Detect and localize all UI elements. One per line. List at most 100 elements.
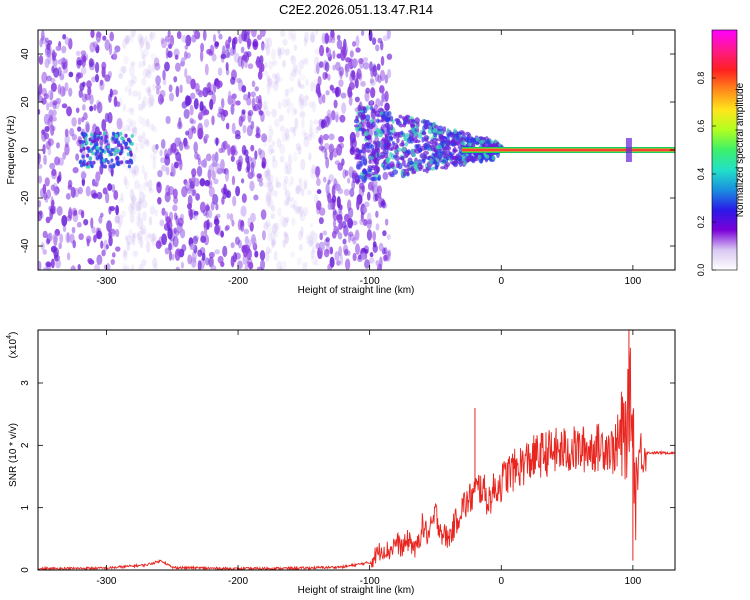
spectrogram-cell: [403, 119, 407, 125]
spectrogram-cell: [96, 101, 103, 114]
spectrogram-cell: [347, 207, 354, 219]
spectrogram-cell: [343, 224, 349, 237]
spectrogram-cell: [348, 166, 354, 179]
spectrogram-cell: [356, 178, 361, 183]
spectrogram-cell: [352, 220, 358, 226]
spectrogram-cell: [490, 139, 494, 144]
spectrogram-cell: [179, 213, 185, 221]
spectrogram-cell: [277, 47, 282, 56]
spectrogram-cell: [324, 149, 328, 160]
spectrogram-cell: [240, 178, 245, 184]
spectrogram-cell: [147, 96, 153, 108]
spectrogram-cell: [199, 50, 204, 62]
spectrogram-cell: [65, 193, 71, 200]
spectrogram-cell: [46, 102, 50, 111]
spectrogram-cell: [262, 135, 268, 148]
spectrogram-cell: [147, 64, 152, 75]
spectrogram-cell: [86, 80, 92, 89]
spectrogram-cell: [137, 217, 144, 230]
spectrogram-cell: [279, 143, 286, 155]
spectrogram-cell: [50, 196, 54, 208]
spectrogram-cell: [38, 260, 42, 270]
spectrogram-cell: [115, 134, 119, 139]
spectrogram-cell: [56, 142, 60, 149]
spectrogram-cell: [261, 230, 266, 241]
spectrogram-cell: [247, 109, 254, 117]
spectrogram-cell: [111, 136, 115, 141]
spectrogram-cell: [299, 84, 305, 90]
spectrogram-cell: [355, 115, 359, 121]
snr-y-label: SNR (10 * v/v): [8, 423, 19, 487]
spectrogram-cell: [118, 197, 125, 204]
spectrogram-cell: [127, 79, 132, 91]
spectrogram-cell: [203, 227, 208, 236]
spectrogram-cell: [164, 35, 170, 43]
spectrogram-cell: [144, 67, 150, 78]
spectrogram-cell: [123, 55, 129, 65]
y-tick-label: 0: [20, 147, 31, 153]
spectrogram-cell: [240, 220, 245, 227]
spectrogram-cell: [147, 87, 151, 97]
spectrogram-cell: [270, 148, 275, 154]
spectrogram-cell: [183, 140, 189, 149]
spectrogram-cell: [140, 77, 147, 86]
spectrogram-cell: [65, 232, 71, 244]
spectrogram-cell: [131, 120, 137, 128]
colorbar-ticks: 0.0 0.2 0.4 0.6 0.8: [696, 72, 716, 276]
spectrogram-cell: [194, 212, 198, 221]
spectrogram-cell: [173, 48, 180, 58]
spectrogram-cell: [465, 131, 471, 136]
spectrogram-cell: [137, 232, 141, 245]
spectrogram-cell: [220, 187, 227, 195]
spectrogram-cell: [334, 183, 341, 192]
spectrogram-cell: [370, 87, 376, 99]
spectrogram-cell: [267, 135, 273, 143]
spectrogram-cell: [266, 83, 271, 95]
spectrogram-cell: [268, 128, 274, 137]
spectrogram-cell: [361, 130, 366, 137]
spectrogram-cell: [114, 45, 121, 53]
spectrogram-cell: [251, 80, 256, 88]
spectrogram-cell: [124, 124, 130, 132]
spectrogram-cell: [124, 86, 128, 93]
spectrogram-cell: [171, 166, 176, 177]
spectrogram-cell: [352, 252, 357, 262]
spectrogram-cell: [378, 242, 384, 252]
spectrogram-cell: [53, 187, 59, 197]
spectrogram-cell: [315, 126, 319, 134]
spectrogram-cell: [80, 210, 85, 219]
spectrogram-cell: [268, 174, 274, 185]
spectrogram-cell: [183, 137, 188, 147]
spectrogram-cell: [84, 121, 90, 133]
x-tick-label: 0: [498, 576, 504, 587]
spectrogram-cell: [204, 179, 211, 187]
spectrogram-cell: [150, 96, 155, 107]
spectrogram-cell: [176, 30, 182, 40]
spectrogram-cell: [116, 117, 123, 130]
spectrogram-cell: [138, 198, 143, 205]
spectrogram-cell: [148, 187, 154, 194]
spectrogram-cell: [363, 201, 370, 208]
spectrogram-cell: [287, 154, 293, 166]
spectrogram-cell: [204, 63, 209, 76]
spectrogram-cell: [261, 42, 265, 51]
spectrogram-cell: [84, 136, 88, 141]
spectrogram-cell: [231, 122, 236, 135]
spectrogram-cell: [83, 112, 88, 121]
spectrogram-cell: [174, 230, 180, 237]
spectrogram-cell: [241, 85, 247, 93]
spectrogram-cell: [455, 153, 459, 159]
spectrogram-cell: [199, 101, 204, 112]
spectrogram-cell: [110, 259, 115, 265]
spectrogram-cell: [147, 88, 152, 96]
spectrogram-cell: [211, 170, 216, 181]
spectrogram-cell: [301, 58, 307, 65]
spectrogram-cell: [139, 236, 144, 249]
spectrogram-cell: [83, 218, 89, 226]
spectrogram-cell: [388, 171, 394, 176]
spectrogram-cell: [42, 183, 47, 194]
spectrogram-cell: [247, 38, 252, 47]
spectrogram-cell: [140, 51, 145, 60]
spectrogram-cell: [94, 178, 100, 187]
spectrogram-cell: [129, 158, 133, 163]
